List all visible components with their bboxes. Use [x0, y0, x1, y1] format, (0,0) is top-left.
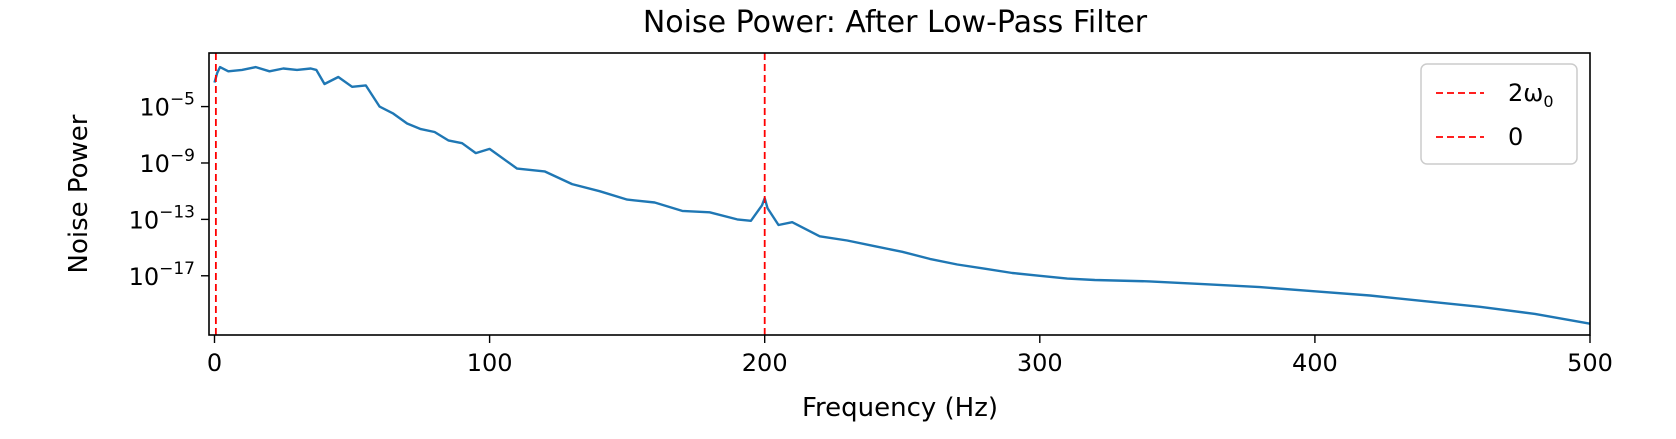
x-tick-label-1: 100 [467, 349, 513, 377]
x-axis-label: Frequency (Hz) [802, 393, 998, 423]
y-tick-label-3: 10−17 [129, 259, 195, 291]
x-tick-label-0: 0 [207, 349, 222, 377]
y-tick-label-2: 10−13 [129, 202, 195, 234]
y-tick-label-0: 10−5 [139, 90, 195, 122]
legend-label-1: 0 [1508, 123, 1523, 151]
x-tick-label-3: 300 [1017, 349, 1063, 377]
axes-frame [208, 52, 1591, 336]
chart-title: Noise Power: After Low-Pass Filter [643, 5, 1148, 40]
y-axis: 10−5 10−9 10−13 10−17 [129, 90, 209, 291]
x-axis: 0 100 200 300 400 500 [207, 335, 1613, 377]
plot-area [208, 52, 1591, 336]
x-tick-label-2: 200 [742, 349, 788, 377]
legend-label-0: 2ω0 [1508, 79, 1554, 111]
y-tick-label-1: 10−9 [139, 146, 195, 178]
axes-background [209, 53, 1590, 335]
legend-frame [1420, 63, 1578, 165]
x-tick-label-5: 500 [1567, 349, 1613, 377]
y-axis-label: Noise Power [64, 114, 94, 273]
series-layer [213, 65, 1591, 325]
x-tick-label-4: 400 [1292, 349, 1338, 377]
series-line-0 [213, 65, 1591, 325]
vline-layer [214, 53, 766, 335]
